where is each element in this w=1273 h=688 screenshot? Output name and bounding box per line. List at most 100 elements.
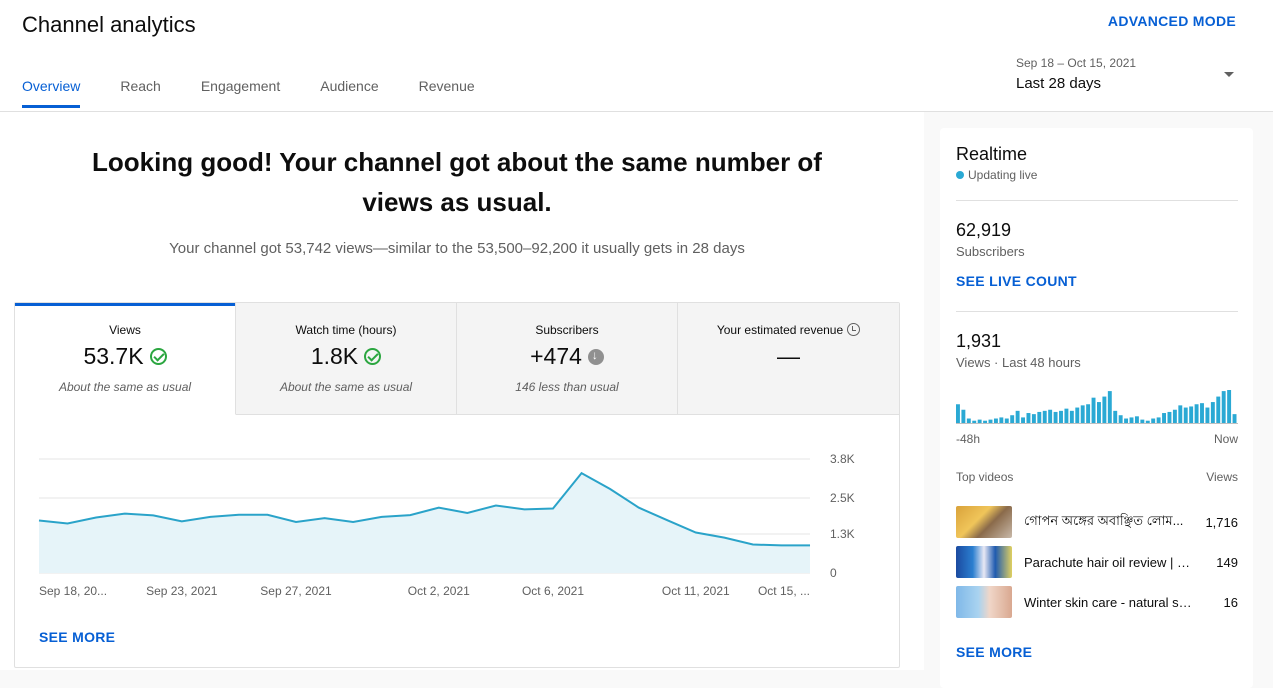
hourly-bar — [1173, 410, 1177, 424]
y-tick-label: 2.5K — [830, 491, 855, 505]
hourly-bar — [1054, 412, 1058, 424]
hourly-bar — [956, 404, 960, 424]
hourly-bar — [1222, 391, 1226, 424]
live-dot-icon — [956, 171, 964, 179]
video-title: Parachute hair oil review | P... — [1024, 555, 1194, 570]
hourly-bar — [1064, 409, 1068, 424]
hourly-bar — [1037, 412, 1041, 424]
hourly-bar — [1200, 403, 1204, 424]
realtime-panel: Realtime Updating live 62,919 Subscriber… — [940, 128, 1253, 688]
see-more-link[interactable]: SEE MORE — [39, 629, 115, 645]
live-status: Updating live — [956, 168, 1037, 182]
hourly-bar — [1102, 397, 1106, 424]
hourly-bar — [1048, 410, 1052, 424]
down-arrow-icon — [588, 349, 604, 365]
top-video-row[interactable]: Parachute hair oil review | P... 149 — [956, 546, 1238, 578]
hourly-bar — [1086, 404, 1090, 424]
advanced-mode-button[interactable]: ADVANCED MODE — [1108, 13, 1236, 29]
metric-tab-watch-time[interactable]: Watch time (hours) 1.8K About the same a… — [236, 303, 457, 415]
realtime-see-more-link[interactable]: SEE MORE — [956, 644, 1032, 660]
live-status-label: Updating live — [968, 168, 1037, 182]
x-tick-label: Oct 6, 2021 — [522, 584, 584, 598]
views-column-label: Views — [1206, 470, 1238, 484]
views-area — [39, 473, 810, 573]
metric-note: About the same as usual — [15, 380, 235, 394]
realtime-title: Realtime — [956, 144, 1027, 165]
hourly-bar — [1070, 411, 1074, 424]
metric-note: About the same as usual — [236, 380, 456, 394]
tab-audience[interactable]: Audience — [320, 78, 378, 108]
hourly-bar — [1178, 405, 1182, 424]
metric-label: Watch time (hours) — [236, 323, 456, 337]
metric-value: +474 — [530, 343, 582, 370]
overview-panel: Looking good! Your channel got about the… — [0, 112, 924, 670]
date-range-label: Last 28 days — [1016, 75, 1240, 92]
metric-value: — — [777, 343, 800, 370]
page-header: Channel analytics ADVANCED MODE Overview… — [0, 0, 1273, 112]
date-range-dates: Sep 18 – Oct 15, 2021 — [1016, 56, 1240, 70]
hourly-bar — [1162, 413, 1166, 424]
hourly-bar — [1119, 415, 1123, 424]
summary-headline: Looking good! Your channel got about the… — [60, 142, 854, 222]
top-videos-label: Top videos — [956, 470, 1013, 484]
x-tick-label: Oct 11, 2021 — [662, 584, 730, 598]
hourly-bar — [1195, 404, 1199, 424]
subscriber-count: 62,919 — [956, 220, 1011, 241]
metric-label: Subscribers — [457, 323, 677, 337]
metric-label: Your estimated revenue — [717, 323, 843, 337]
divider — [956, 200, 1238, 201]
tab-reach[interactable]: Reach — [120, 78, 160, 108]
top-video-row[interactable]: গোপন অঙ্গের অবাঞ্ছিত লোম... 1,716 — [956, 506, 1238, 538]
metric-value: 53.7K — [83, 343, 143, 370]
tab-overview[interactable]: Overview — [22, 78, 80, 108]
hourly-bar — [1092, 398, 1096, 424]
see-live-count-link[interactable]: SEE LIVE COUNT — [956, 273, 1077, 289]
page-title: Channel analytics — [22, 12, 196, 38]
date-range-selector[interactable]: Sep 18 – Oct 15, 2021 Last 28 days — [1016, 56, 1240, 92]
metric-tab-revenue[interactable]: Your estimated revenue — — [678, 303, 899, 415]
tab-bar: Overview Reach Engagement Audience Reven… — [22, 78, 515, 108]
hourly-bar — [1205, 408, 1209, 424]
hourly-bar — [1097, 402, 1101, 424]
video-thumbnail — [956, 586, 1012, 618]
tab-engagement[interactable]: Engagement — [201, 78, 280, 108]
video-thumbnail — [956, 506, 1012, 538]
video-views: 149 — [1216, 555, 1238, 570]
x-tick-label: Oct 2, 2021 — [408, 584, 470, 598]
y-tick-label: 0 — [830, 566, 837, 580]
hourly-bar — [1010, 415, 1014, 424]
hourly-bar — [1016, 411, 1020, 424]
hourly-bar — [1135, 416, 1139, 424]
realtime-views-count: 1,931 — [956, 331, 1001, 352]
metric-tabs: Views 53.7K About the same as usual Watc… — [15, 303, 899, 415]
hourly-bar — [1113, 411, 1117, 424]
metric-tab-views[interactable]: Views 53.7K About the same as usual — [15, 303, 236, 415]
video-title: গোপন অঙ্গের অবাঞ্ছিত লোম... — [1024, 512, 1194, 533]
subscriber-label: Subscribers — [956, 244, 1025, 259]
hourly-bar — [1081, 405, 1085, 424]
hourly-bar — [1075, 408, 1079, 424]
metric-tab-subscribers[interactable]: Subscribers +474 146 less than usual — [457, 303, 678, 415]
realtime-views-label: Views · Last 48 hours — [956, 355, 1081, 370]
y-tick-label: 3.8K — [830, 452, 855, 466]
check-circle-icon — [364, 348, 381, 365]
hourly-bar — [1108, 391, 1112, 424]
video-title: Winter skin care - natural ski... — [1024, 595, 1194, 610]
tab-revenue[interactable]: Revenue — [419, 78, 475, 108]
hourly-bar — [1227, 390, 1231, 424]
axis-start-label: -48h — [956, 432, 980, 446]
hourly-bar — [1027, 413, 1031, 424]
hourly-bar — [1059, 411, 1063, 424]
hourly-bar — [1043, 411, 1047, 424]
metrics-card: Views 53.7K About the same as usual Watc… — [14, 302, 900, 668]
realtime-views-bar-chart — [956, 390, 1238, 424]
video-views: 16 — [1224, 595, 1238, 610]
top-video-row[interactable]: Winter skin care - natural ski... 16 — [956, 586, 1238, 618]
hourly-bar — [1189, 406, 1193, 424]
metric-label: Views — [15, 323, 235, 337]
y-tick-label: 1.3K — [830, 527, 855, 541]
x-tick-label: Sep 18, 20... — [39, 584, 107, 598]
hourly-bar — [1032, 414, 1036, 424]
hourly-bar — [1184, 408, 1188, 424]
